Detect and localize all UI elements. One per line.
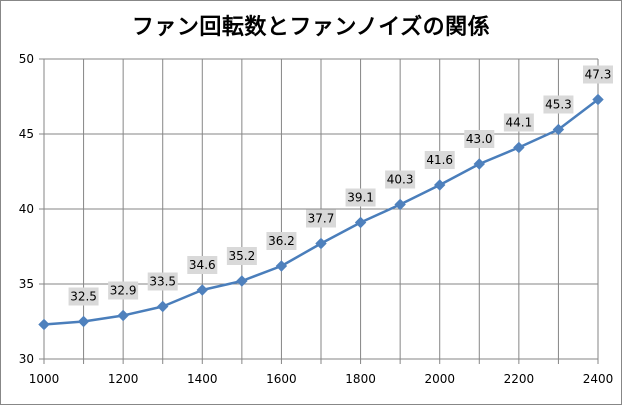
- data-label-background: [543, 95, 574, 114]
- data-label-background: [345, 188, 376, 207]
- data-label-background: [147, 272, 178, 291]
- data-label: 32.9: [110, 284, 137, 298]
- data-point-marker: [354, 216, 367, 229]
- x-tick-label: 2200: [504, 372, 535, 386]
- data-label-background: [187, 256, 218, 274]
- data-point-marker: [394, 198, 406, 211]
- data-label: 41.6: [426, 153, 453, 167]
- data-point-marker: [473, 158, 485, 170]
- y-tick-label: 45: [19, 127, 34, 141]
- data-label-background: [68, 287, 99, 306]
- x-tick-label: 2400: [583, 372, 614, 386]
- data-label: 47.3: [585, 68, 612, 82]
- data-label-background: [464, 130, 495, 148]
- x-tick-label: 1600: [266, 372, 297, 386]
- data-point-marker: [592, 93, 604, 106]
- data-label: 35.2: [228, 249, 255, 263]
- x-tick-label: 1400: [187, 372, 218, 386]
- data-point-marker: [196, 284, 208, 296]
- data-point-marker: [513, 141, 525, 154]
- data-point-marker: [434, 179, 446, 191]
- data-label: 43.0: [466, 132, 493, 146]
- y-tick-label: 40: [19, 202, 34, 216]
- data-label: 33.5: [149, 275, 176, 289]
- data-label: 37.7: [308, 212, 335, 226]
- data-point-marker: [552, 123, 565, 136]
- data-label: 36.2: [268, 234, 295, 248]
- x-tick-label: 2000: [424, 372, 455, 386]
- data-point-marker: [315, 237, 327, 250]
- data-label: 34.6: [189, 258, 216, 272]
- data-point-marker: [236, 275, 248, 287]
- data-label: 45.3: [545, 98, 572, 112]
- data-point-marker: [275, 260, 288, 272]
- data-label-background: [503, 113, 534, 132]
- data-series: [38, 93, 604, 331]
- axes: 30 35 40 45 50 1000 1200 1400 1600 1800 2000 2200 24…: [19, 52, 614, 386]
- data-label-background: [226, 247, 257, 265]
- data-labels: 32.5 32.9 33.5 34.6 35.2 36.2 37.7 39.1 40.3 41.6…: [68, 65, 613, 306]
- data-label: 40.3: [387, 173, 414, 187]
- data-label: 39.1: [347, 191, 374, 205]
- data-label-background: [385, 170, 416, 189]
- y-tick-label: 35: [19, 277, 34, 291]
- data-point-marker: [38, 318, 50, 331]
- data-label: 32.5: [70, 290, 97, 304]
- data-label-background: [266, 232, 297, 250]
- y-tick-label: 50: [19, 52, 34, 66]
- y-tick-label: 30: [19, 352, 34, 366]
- x-tick-label: 1800: [345, 372, 376, 386]
- data-label-background: [306, 209, 336, 228]
- chart-title: ファン回転数とファンノイズの関係: [131, 15, 491, 40]
- data-label-background: [108, 281, 139, 300]
- data-label-background: [583, 65, 613, 84]
- x-tick-label: 1200: [108, 372, 139, 386]
- data-point-marker: [117, 309, 129, 322]
- x-tick-label: 1000: [29, 372, 60, 386]
- data-label: 44.1: [505, 116, 532, 130]
- data-label-background: [424, 151, 455, 169]
- data-point-marker: [77, 315, 90, 328]
- data-point-marker: [157, 300, 169, 313]
